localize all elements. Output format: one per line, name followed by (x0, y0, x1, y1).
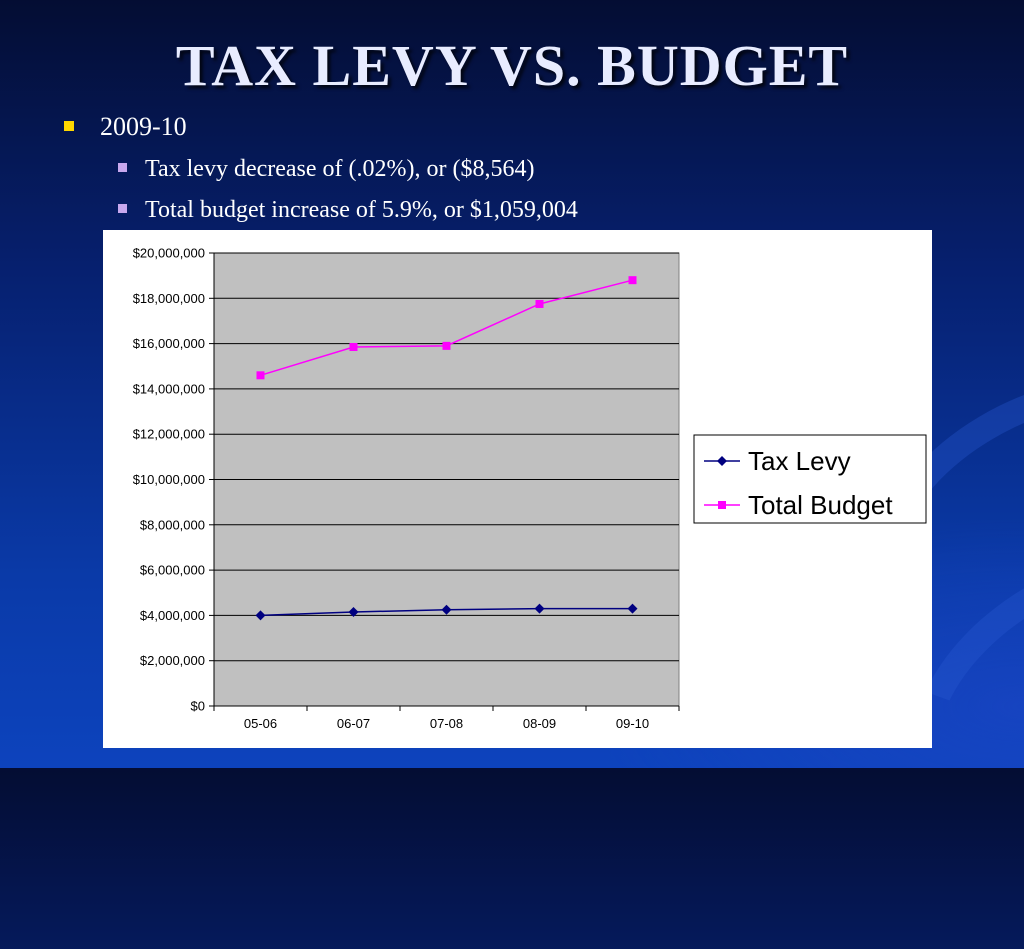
legend-marker-square (718, 501, 726, 509)
tax-levy-point (627, 603, 638, 614)
x-tick-label: 05-06 (244, 716, 277, 731)
y-tick-label: $16,000,000 (133, 336, 205, 351)
total-budget-point (628, 276, 637, 285)
total-budget-point (535, 299, 544, 308)
y-tick-label: $12,000,000 (133, 427, 205, 442)
sub-bullet-tax-levy: Tax levy decrease of (.02%), or ($8,564) (118, 156, 535, 183)
y-tick-label: $2,000,000 (140, 653, 205, 668)
legend-marker-diamond (717, 456, 727, 466)
legend-box (693, 434, 927, 524)
tax-levy-point (255, 610, 266, 621)
y-tick-label: $4,000,000 (140, 608, 205, 623)
bullet-year-text: 2009-10 (100, 112, 187, 141)
tax-levy-point (348, 607, 359, 618)
x-tick-label: 08-09 (523, 716, 556, 731)
bullet-square-icon (64, 121, 74, 131)
y-tick-label: $0 (191, 699, 205, 714)
total-budget-point (442, 341, 451, 350)
total-budget-point (349, 342, 358, 351)
slide-title: TAX LEVY VS. BUDGET (175, 33, 849, 98)
tax-levy-point (441, 604, 452, 615)
legend-label: Tax Levy (748, 446, 851, 476)
sub-bullet-tax-levy-text: Tax levy decrease of (.02%), or ($8,564) (145, 156, 535, 182)
sub-bullet-square-icon (118, 204, 127, 213)
bullet-year: 2009-10 (64, 112, 187, 142)
total-budget-point (256, 371, 265, 380)
y-tick-label: $20,000,000 (133, 246, 205, 261)
y-tick-label: $18,000,000 (133, 291, 205, 306)
y-tick-label: $10,000,000 (133, 472, 205, 487)
y-tick-label: $14,000,000 (133, 381, 205, 396)
tax-levy-point (534, 603, 545, 614)
sub-bullet-budget-text: Total budget increase of 5.9%, or $1,059… (145, 197, 578, 223)
y-tick-label: $6,000,000 (140, 563, 205, 578)
legend-label: Total Budget (748, 490, 893, 520)
sub-bullet-budget: Total budget increase of 5.9%, or $1,059… (118, 197, 578, 224)
y-tick-label: $8,000,000 (140, 517, 205, 532)
x-tick-label: 07-08 (430, 716, 463, 731)
x-tick-label: 09-10 (616, 716, 649, 731)
line-chart: $0 $2,000,000 $4,000,000 $6,000,000 $8,000,0… (133, 246, 927, 731)
sub-bullet-square-icon (118, 163, 127, 172)
x-tick-label: 06-07 (337, 716, 370, 731)
chart-container: $0 $2,000,000 $4,000,000 $6,000,000 $8,000,0… (103, 230, 932, 748)
